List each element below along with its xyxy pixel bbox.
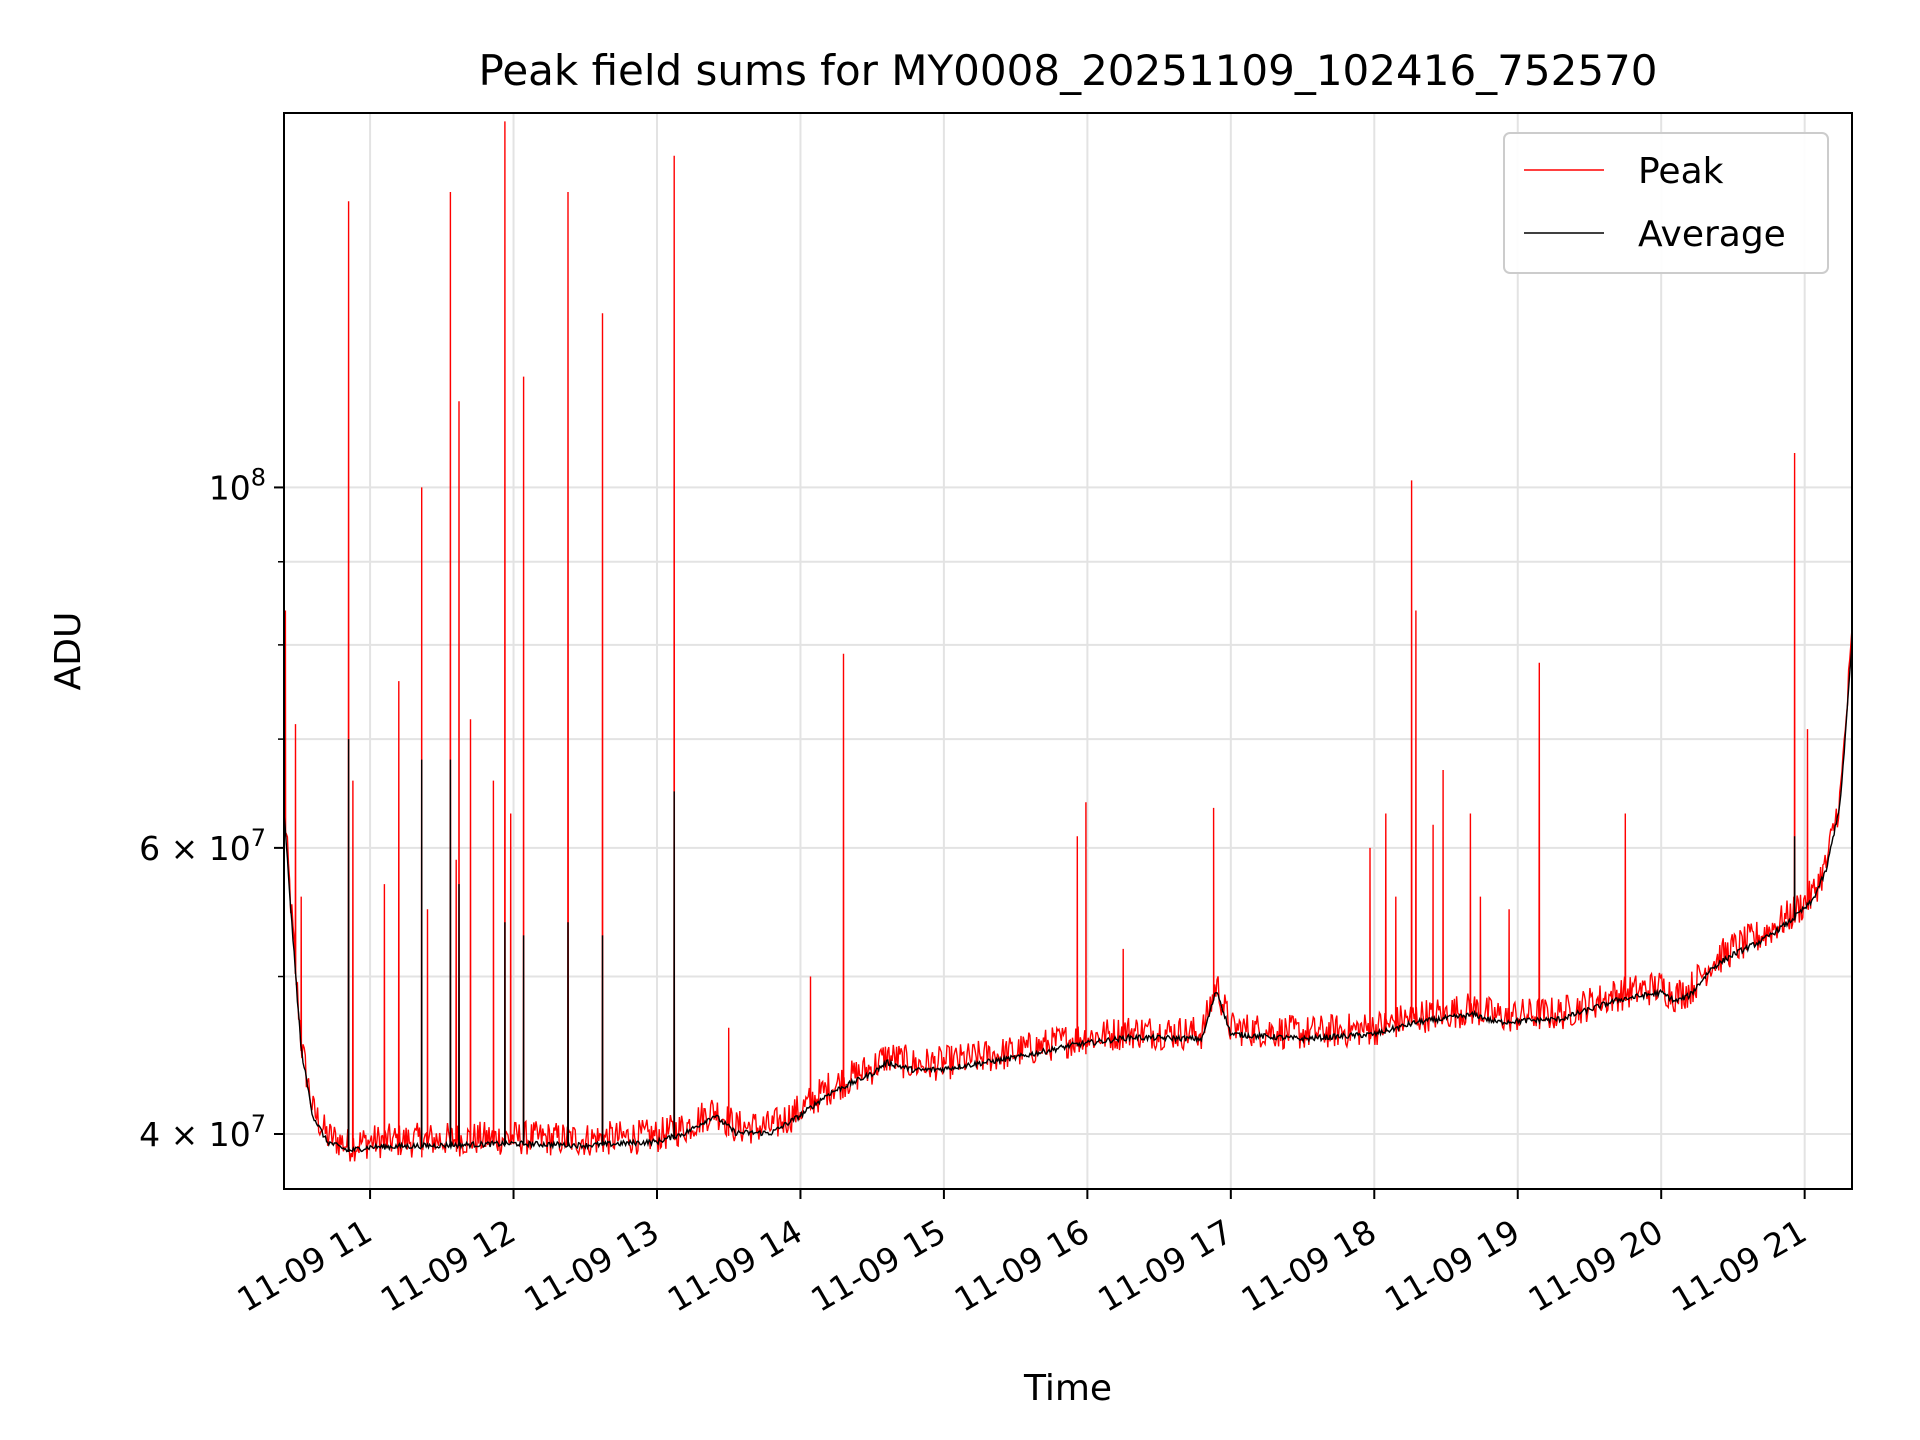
series-layer bbox=[283, 121, 1853, 1162]
legend-average-label: Average bbox=[1638, 214, 1786, 255]
series-line-peak bbox=[283, 121, 1853, 1162]
y-tick-label-base: 10 bbox=[209, 468, 251, 507]
legend: Peak Average bbox=[1503, 132, 1829, 274]
y-tick-label-exponent: 7 bbox=[251, 824, 266, 852]
plot-frame bbox=[283, 112, 1853, 1190]
y-axis-label: ADU bbox=[48, 612, 89, 691]
y-tick-label-exponent: 7 bbox=[251, 1110, 266, 1138]
legend-box bbox=[1503, 132, 1829, 274]
x-axis-label: Time bbox=[1023, 1368, 1112, 1409]
y-tick-label-exponent: 8 bbox=[251, 463, 266, 491]
y-tick-label: 108 bbox=[209, 463, 266, 507]
legend-peak-label: Peak bbox=[1638, 151, 1724, 192]
y-tick-label: 4 × 107 bbox=[139, 1110, 266, 1154]
y-tick-label: 6 × 107 bbox=[139, 824, 266, 868]
y-tick-label-base: 4 × 10 bbox=[139, 1115, 251, 1154]
y-tick-label-base: 6 × 10 bbox=[139, 829, 251, 868]
chart-title: Peak field sums for MY0008_20251109_1024… bbox=[478, 46, 1657, 95]
grid bbox=[284, 113, 1852, 1189]
series-line-average bbox=[283, 643, 1853, 1153]
